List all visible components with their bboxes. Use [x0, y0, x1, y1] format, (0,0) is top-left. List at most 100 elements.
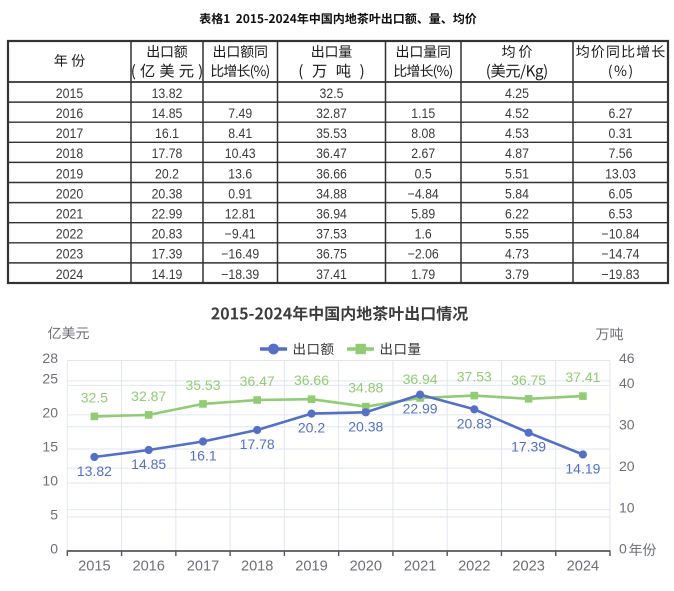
- svg-text:10.43: 10.43: [225, 146, 256, 161]
- svg-text:0.91: 0.91: [228, 186, 252, 201]
- svg-text:37.41: 37.41: [316, 267, 347, 282]
- svg-text:35.53: 35.53: [185, 377, 220, 393]
- svg-text:22.99: 22.99: [403, 401, 438, 417]
- svg-text:6.22: 6.22: [505, 207, 529, 222]
- svg-text:14.19: 14.19: [565, 461, 600, 477]
- svg-text:2022: 2022: [56, 227, 83, 242]
- svg-text:14.19: 14.19: [152, 267, 183, 282]
- svg-text:4.87: 4.87: [505, 146, 529, 161]
- svg-text:20.38: 20.38: [152, 186, 183, 201]
- svg-text:5.55: 5.55: [505, 227, 529, 242]
- svg-text:2021: 2021: [404, 559, 436, 575]
- svg-text:13.03: 13.03: [605, 166, 636, 181]
- svg-text:32.5: 32.5: [81, 389, 108, 405]
- svg-text:2022: 2022: [458, 559, 490, 575]
- svg-text:5: 5: [50, 507, 58, 523]
- svg-text:37.41: 37.41: [565, 369, 600, 385]
- svg-text:20.83: 20.83: [152, 227, 183, 242]
- svg-text:0.5: 0.5: [415, 166, 432, 181]
- svg-text:2015: 2015: [78, 559, 110, 575]
- svg-text:36.94: 36.94: [316, 207, 347, 222]
- svg-text:0: 0: [619, 541, 627, 557]
- svg-text:−18.39: −18.39: [221, 267, 259, 282]
- svg-text:2015: 2015: [56, 86, 83, 101]
- svg-text:32.87: 32.87: [131, 388, 166, 404]
- svg-text:−10.84: −10.84: [602, 227, 640, 242]
- svg-text:10: 10: [42, 473, 58, 489]
- svg-text:36.66: 36.66: [316, 166, 347, 181]
- svg-text:−9.41: −9.41: [225, 227, 256, 242]
- svg-text:4.73: 4.73: [505, 247, 529, 262]
- svg-text:−2.06: −2.06: [408, 247, 439, 262]
- svg-text:2024: 2024: [56, 267, 84, 282]
- svg-text:17.78: 17.78: [152, 146, 183, 161]
- svg-text:28: 28: [42, 350, 58, 366]
- svg-text:36.75: 36.75: [316, 247, 347, 262]
- svg-text:−14.74: −14.74: [602, 247, 640, 262]
- svg-text:17.39: 17.39: [152, 247, 183, 262]
- svg-text:37.53: 37.53: [457, 369, 492, 385]
- svg-text:32.87: 32.87: [316, 106, 347, 121]
- svg-text:2019: 2019: [56, 166, 83, 181]
- svg-text:2024: 2024: [567, 559, 599, 575]
- svg-text:37.53: 37.53: [316, 227, 347, 242]
- svg-text:12.81: 12.81: [225, 207, 256, 222]
- svg-text:22.99: 22.99: [152, 207, 183, 222]
- svg-text:35.53: 35.53: [316, 126, 347, 141]
- svg-text:34.88: 34.88: [316, 186, 347, 201]
- svg-text:2021: 2021: [56, 207, 83, 222]
- svg-text:6.05: 6.05: [609, 186, 633, 201]
- svg-text:36.47: 36.47: [316, 146, 347, 161]
- svg-text:20.2: 20.2: [155, 166, 179, 181]
- svg-text:16.1: 16.1: [155, 126, 179, 141]
- svg-text:25: 25: [42, 371, 58, 387]
- svg-text:13.6: 13.6: [228, 166, 252, 181]
- svg-text:−19.83: −19.83: [602, 267, 640, 282]
- svg-text:36.75: 36.75: [511, 372, 546, 388]
- svg-text:5.51: 5.51: [505, 166, 529, 181]
- svg-text:2020: 2020: [56, 186, 84, 201]
- svg-text:17.78: 17.78: [240, 436, 275, 452]
- svg-text:1.79: 1.79: [411, 267, 435, 282]
- svg-text:2018: 2018: [56, 146, 83, 161]
- svg-text:−4.84: −4.84: [408, 186, 439, 201]
- svg-text:14.85: 14.85: [131, 456, 166, 472]
- svg-text:13.82: 13.82: [152, 86, 183, 101]
- svg-text:6.27: 6.27: [609, 106, 633, 121]
- svg-text:2016: 2016: [56, 106, 83, 121]
- svg-text:13.82: 13.82: [77, 463, 112, 479]
- svg-text:0.31: 0.31: [609, 126, 633, 141]
- svg-text:4.25: 4.25: [505, 86, 529, 101]
- svg-text:2016: 2016: [132, 559, 164, 575]
- svg-text:14.85: 14.85: [152, 106, 183, 121]
- svg-text:0: 0: [50, 541, 58, 557]
- svg-text:6.53: 6.53: [609, 207, 633, 222]
- svg-text:2017: 2017: [56, 126, 83, 141]
- svg-text:36.47: 36.47: [240, 373, 275, 389]
- svg-text:2.67: 2.67: [411, 146, 435, 161]
- svg-text:4.52: 4.52: [505, 106, 529, 121]
- svg-text:2018: 2018: [241, 559, 273, 575]
- svg-text:20.2: 20.2: [298, 420, 325, 436]
- svg-text:5.89: 5.89: [411, 207, 435, 222]
- svg-text:15: 15: [42, 439, 58, 455]
- svg-text:17.39: 17.39: [511, 439, 546, 455]
- svg-text:2023: 2023: [512, 559, 544, 575]
- svg-text:36.94: 36.94: [403, 371, 438, 387]
- svg-text:16.1: 16.1: [189, 448, 216, 464]
- svg-text:20.38: 20.38: [348, 418, 383, 434]
- svg-text:5.84: 5.84: [505, 186, 529, 201]
- svg-text:−16.49: −16.49: [221, 247, 259, 262]
- svg-text:1.15: 1.15: [411, 106, 435, 121]
- svg-text:36.66: 36.66: [294, 372, 329, 388]
- svg-text:7.49: 7.49: [228, 106, 252, 121]
- svg-text:8.08: 8.08: [411, 126, 435, 141]
- svg-text:20.83: 20.83: [457, 415, 492, 431]
- svg-text:20: 20: [619, 458, 635, 474]
- svg-text:10: 10: [619, 499, 635, 515]
- svg-text:8.41: 8.41: [228, 126, 252, 141]
- svg-text:2019: 2019: [295, 559, 327, 575]
- svg-text:4.53: 4.53: [505, 126, 529, 141]
- svg-text:46: 46: [619, 350, 635, 366]
- svg-text:2023: 2023: [56, 247, 83, 262]
